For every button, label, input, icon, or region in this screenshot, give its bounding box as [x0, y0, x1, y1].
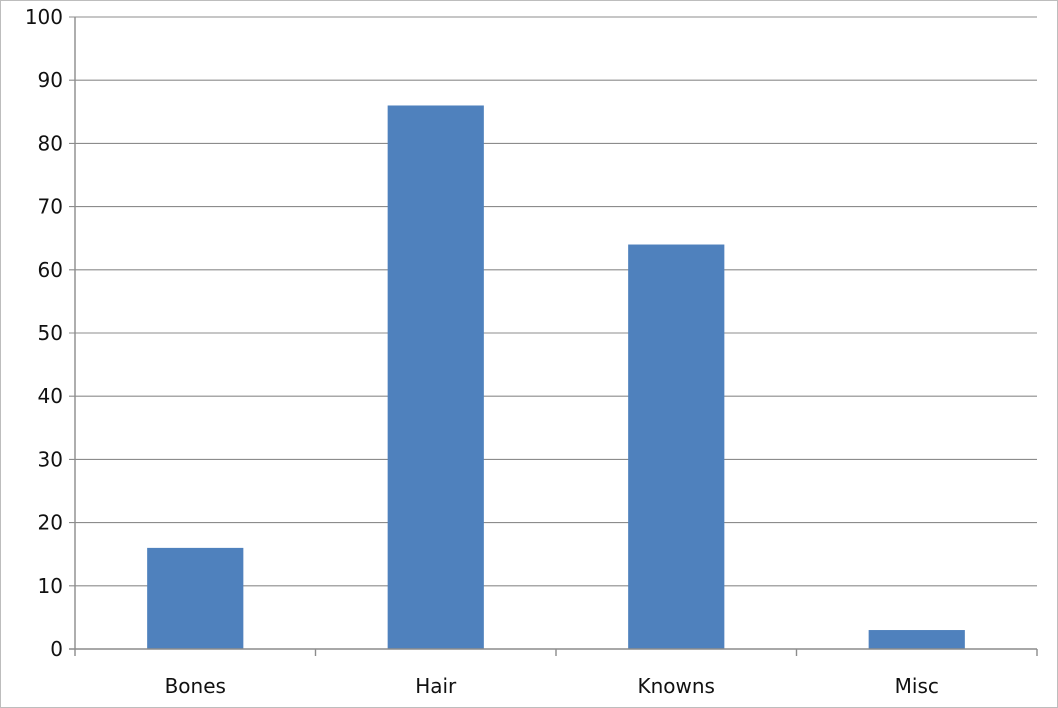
- x-axis-labels: Bones Hair Knowns Misc: [165, 674, 939, 698]
- bar-hair: [387, 105, 484, 650]
- y-axis-ticks: 0 10 20 30 40 50 60 70 80 90 100: [25, 5, 63, 661]
- x-tick-label: Knowns: [638, 674, 715, 698]
- y-tick-label: 10: [38, 574, 63, 598]
- bar-misc: [868, 630, 965, 649]
- y-tick-label: 50: [38, 321, 63, 345]
- x-tick-label: Bones: [165, 674, 226, 698]
- gridlines: [69, 16, 1037, 587]
- y-tick-label: 90: [38, 68, 63, 92]
- x-tick-label: Hair: [415, 674, 457, 698]
- bar-bones: [147, 547, 244, 649]
- y-tick-label: 70: [38, 195, 63, 219]
- bar-knowns: [628, 244, 725, 649]
- y-tick-label: 40: [38, 384, 63, 408]
- y-tick-label: 100: [25, 5, 63, 29]
- y-tick-label: 60: [38, 258, 63, 282]
- x-tick-label: Misc: [895, 674, 939, 698]
- y-tick-label: 30: [38, 447, 63, 471]
- x-axis: [69, 17, 1038, 656]
- y-tick-label: 0: [50, 637, 63, 661]
- bars: [147, 105, 965, 650]
- y-tick-label: 80: [38, 131, 63, 155]
- y-tick-label: 20: [38, 511, 63, 535]
